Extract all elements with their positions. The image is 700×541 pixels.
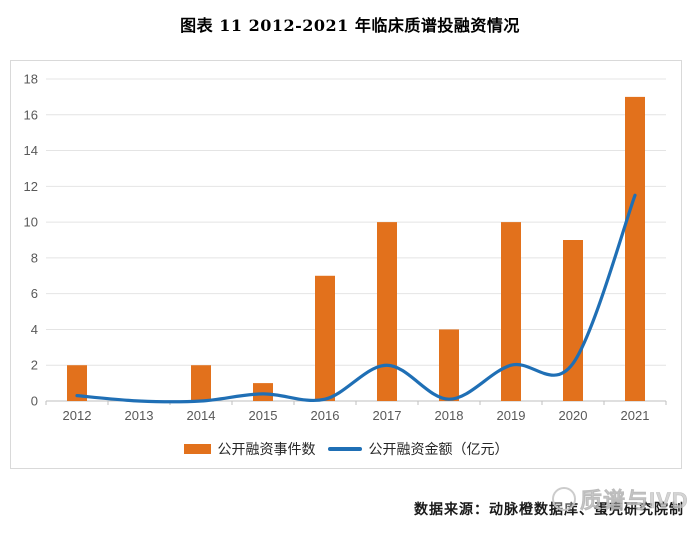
x-axis-tick-label: 2013 [125, 408, 154, 423]
y-axis-tick-label: 10 [24, 215, 38, 230]
legend-label: 公开融资金额（亿元） [368, 442, 509, 458]
x-axis-tick-label: 2019 [497, 408, 526, 423]
y-axis-tick-label: 4 [31, 322, 38, 337]
chart-plot: 0 2 4 6 8 10 12 14 16 18 2012 2013 2014 2015 2016 2017 2… [24, 72, 667, 423]
x-axis-tick-label: 2015 [249, 408, 278, 423]
y-axis-tick-label: 2 [31, 358, 38, 373]
legend-item: 公开融资事件数 [183, 439, 316, 459]
bar-2018 [439, 329, 459, 401]
y-axis-tick-label: 18 [24, 72, 38, 87]
legend-item: 公开融资金额（亿元） [327, 439, 509, 459]
bar-2017 [377, 222, 397, 401]
bar-2015 [253, 383, 273, 401]
legend-line-swatch [327, 447, 362, 451]
legend-bar-swatch [183, 444, 211, 454]
bar-2016 [315, 275, 335, 401]
bar-2021 [625, 96, 645, 401]
bar-2012 [67, 365, 87, 401]
y-axis-tick-label: 12 [24, 179, 38, 194]
legend-label: 公开融资事件数 [217, 442, 316, 458]
bar-2020 [563, 240, 583, 401]
x-axis-tick-label: 2018 [435, 408, 464, 423]
chart-legend: 公开融资事件数 公开融资金额（亿元） [11, 439, 681, 459]
x-axis-tick-label: 2016 [311, 408, 340, 423]
bar-2014 [191, 365, 211, 401]
data-source-text: 数据来源：动脉橙数据库、蛋壳研究院制 [414, 502, 684, 518]
x-axis-tick-label: 2012 [63, 408, 92, 423]
bar-2019 [501, 222, 521, 401]
y-axis-tick-label: 14 [24, 143, 38, 158]
chart-panel: 0 2 4 6 8 10 12 14 16 18 2012 2013 2014 2015 2016 2017 2… [10, 60, 682, 469]
chart-title: 图表 11 2012-2021 年临床质谱投融资情况 [180, 16, 520, 35]
y-axis-tick-label: 16 [24, 107, 38, 122]
x-axis-tick-label: 2017 [373, 408, 402, 423]
y-axis-tick-label: 0 [31, 394, 38, 409]
x-axis-tick-label: 2020 [559, 408, 588, 423]
y-axis-tick-label: 6 [31, 286, 38, 301]
x-axis-tick-label: 2014 [187, 408, 216, 423]
y-axis-tick-label: 8 [31, 250, 38, 265]
line-series [75, 193, 637, 404]
x-axis-tick-label: 2021 [621, 408, 650, 423]
